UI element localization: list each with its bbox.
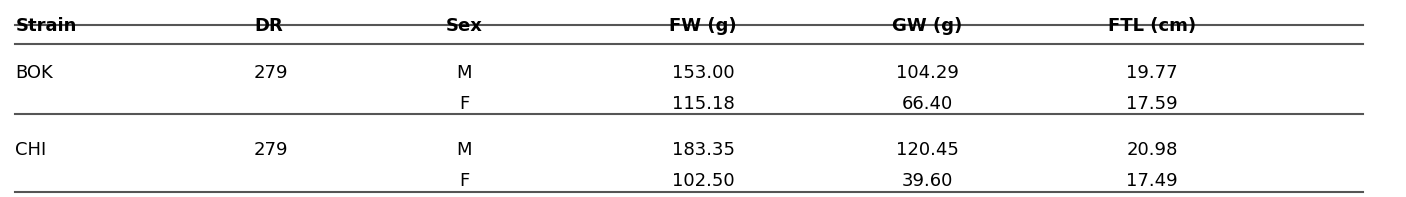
Text: 17.59: 17.59	[1126, 95, 1178, 113]
Text: M: M	[457, 141, 472, 159]
Text: BOK: BOK	[15, 64, 53, 82]
Text: 279: 279	[254, 64, 288, 82]
Text: FW (g): FW (g)	[669, 17, 737, 35]
Text: 102.50: 102.50	[672, 172, 734, 190]
Text: FTL (cm): FTL (cm)	[1108, 17, 1197, 35]
Text: CHI: CHI	[15, 141, 46, 159]
Text: Sex: Sex	[446, 17, 482, 35]
Text: 39.60: 39.60	[901, 172, 953, 190]
Text: 115.18: 115.18	[672, 95, 734, 113]
Text: 120.45: 120.45	[896, 141, 959, 159]
Text: 183.35: 183.35	[672, 141, 734, 159]
Text: F: F	[460, 95, 470, 113]
Text: M: M	[457, 64, 472, 82]
Text: Strain: Strain	[15, 17, 77, 35]
Text: F: F	[460, 172, 470, 190]
Text: 19.77: 19.77	[1126, 64, 1178, 82]
Text: GW (g): GW (g)	[893, 17, 963, 35]
Text: 279: 279	[254, 141, 288, 159]
Text: 20.98: 20.98	[1126, 141, 1178, 159]
Text: 17.49: 17.49	[1126, 172, 1178, 190]
Text: 153.00: 153.00	[672, 64, 734, 82]
Text: 104.29: 104.29	[896, 64, 959, 82]
Text: 66.40: 66.40	[901, 95, 953, 113]
Text: DR: DR	[254, 17, 283, 35]
